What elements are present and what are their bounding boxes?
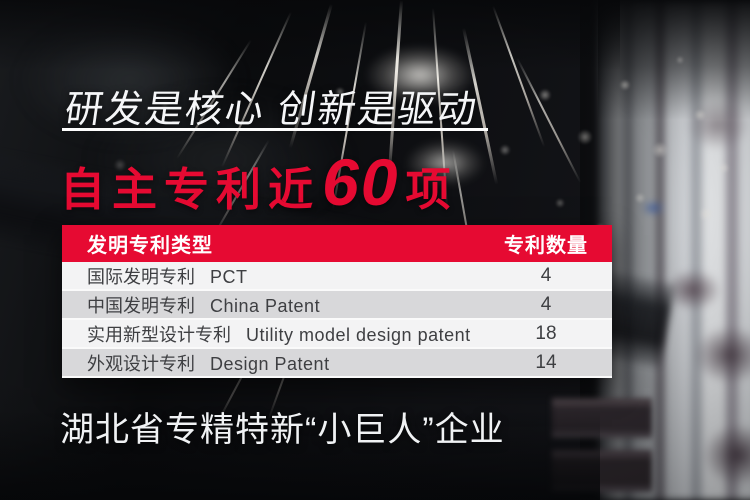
table-row: 中国发明专利 China Patent 4	[62, 291, 612, 320]
headline: 研发是核心 创新是驱动	[62, 89, 481, 131]
table-row: 外观设计专利 Design Patent 14	[62, 349, 612, 378]
header-type-label: 发明专利类型	[87, 235, 213, 257]
patent-type-cell: 中国发明专利 China Patent	[62, 292, 480, 318]
patent-count-suffix: 项	[405, 164, 458, 215]
patent-type-en: Design Patent	[210, 353, 330, 374]
patent-type-en: PCT	[210, 266, 248, 287]
patent-type-zh: 中国发明专利	[87, 295, 195, 316]
divider-line	[62, 128, 488, 131]
patent-type-en: China Patent	[210, 295, 321, 316]
patent-type-zh: 国际发明专利	[87, 266, 195, 287]
table-row: 实用新型设计专利 Utility model design patent 18	[62, 320, 612, 349]
patent-type-cell: 实用新型设计专利 Utility model design patent	[62, 321, 480, 347]
patent-type-zh: 实用新型设计专利	[87, 324, 231, 345]
patent-type-en: Utility model design patent	[246, 324, 471, 345]
patent-type-zh: 外观设计专利	[87, 353, 195, 374]
header-count-label: 专利数量	[504, 235, 588, 257]
weld-flash	[365, 45, 475, 105]
table-row: 国际发明专利 PCT 4	[62, 262, 612, 291]
patent-type-cell: 外观设计专利 Design Patent	[62, 350, 480, 376]
patent-count-cell: 18	[535, 322, 557, 344]
patent-count-prefix: 自主专利近	[60, 164, 321, 215]
patent-table: 发明专利类型 专利数量 国际发明专利 PCT 4 中国发明专利 China Pate…	[62, 225, 612, 378]
weld-flash	[405, 140, 485, 186]
patent-count-cell: 4	[540, 264, 552, 286]
patent-count-cell: 4	[540, 293, 552, 315]
patent-type-cell: 国际发明专利 PCT	[62, 263, 480, 289]
patent-count-cell: 14	[535, 351, 557, 373]
table-header-row: 发明专利类型 专利数量	[62, 225, 612, 262]
patent-count-number: 60	[322, 145, 400, 219]
patent-count-line: 自主专利近 60 项	[60, 144, 457, 220]
footer-tagline: 湖北省专精特新“小巨人”企业	[60, 411, 505, 449]
